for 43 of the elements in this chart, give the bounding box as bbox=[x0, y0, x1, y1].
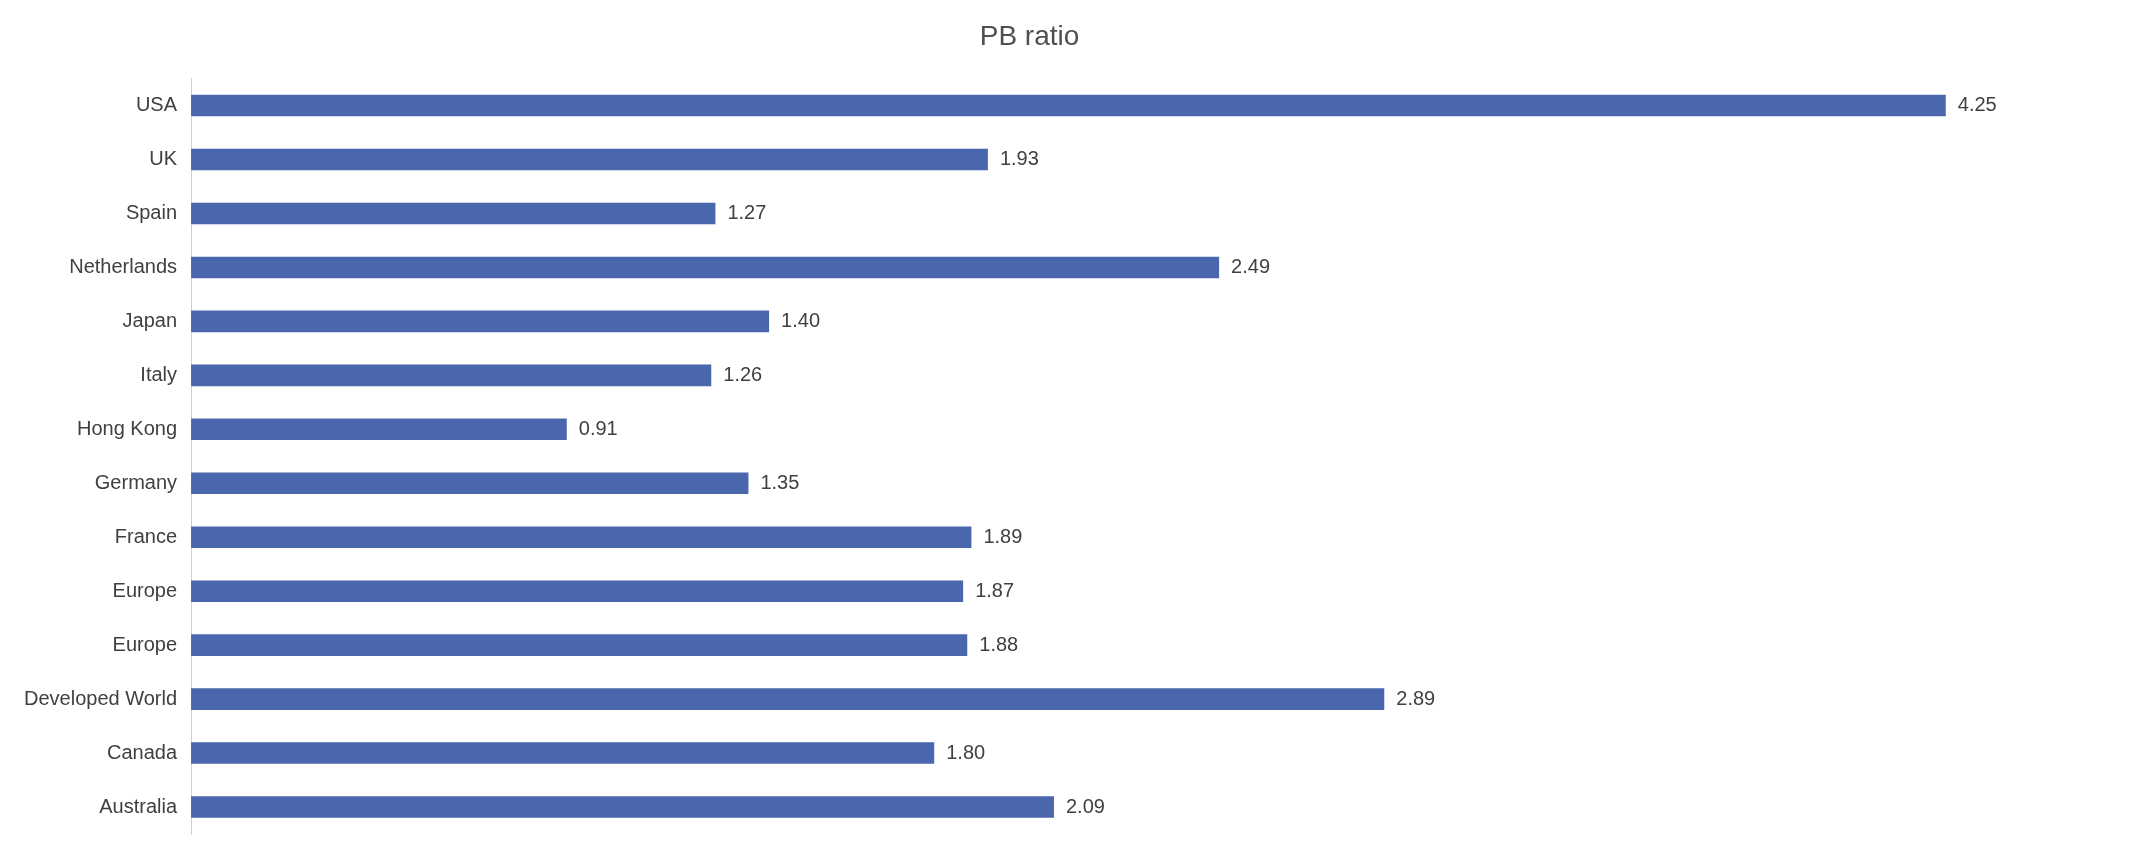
y-tick-label: Canada bbox=[106, 740, 178, 763]
y-tick-label: USA bbox=[135, 93, 178, 116]
bar bbox=[191, 742, 935, 764]
bar bbox=[191, 202, 716, 225]
bar bbox=[191, 796, 1054, 818]
data-label: 1.87 bbox=[975, 578, 1015, 601]
bar bbox=[191, 418, 567, 441]
data-label: 1.93 bbox=[999, 147, 1039, 170]
data-label: 1.40 bbox=[781, 308, 821, 331]
data-label: 1.26 bbox=[723, 362, 763, 385]
data-label: 1.27 bbox=[727, 201, 767, 224]
y-tick-label: Australia bbox=[99, 794, 178, 817]
data-label: 1.80 bbox=[946, 740, 986, 763]
bar bbox=[191, 526, 972, 549]
data-label: 2.49 bbox=[1231, 254, 1271, 277]
data-label: 0.91 bbox=[578, 416, 618, 439]
bar bbox=[191, 580, 964, 602]
bar bbox=[191, 148, 988, 171]
bar bbox=[191, 634, 968, 656]
bar bbox=[191, 310, 770, 333]
y-tick-label: Europe bbox=[112, 632, 178, 655]
bar bbox=[191, 94, 1946, 117]
y-tick-label: UK bbox=[149, 147, 178, 170]
data-label: 1.35 bbox=[760, 470, 800, 493]
data-label: 4.25 bbox=[1957, 93, 1997, 116]
y-tick-label: Germany bbox=[94, 470, 178, 493]
y-tick-label: France bbox=[114, 524, 178, 547]
chart-title: PB ratio bbox=[979, 19, 1080, 51]
y-tick-label: Spain bbox=[125, 201, 178, 224]
data-label: 2.09 bbox=[1065, 794, 1105, 817]
y-tick-label: Italy bbox=[140, 362, 178, 385]
y-tick-label: Hong Kong bbox=[76, 416, 178, 439]
bar bbox=[191, 256, 1220, 279]
data-label: 1.89 bbox=[983, 524, 1023, 547]
data-label: 1.88 bbox=[979, 632, 1019, 655]
y-tick-label: Japan bbox=[122, 308, 178, 331]
y-tick-label: Developed World bbox=[24, 686, 178, 709]
bar bbox=[191, 472, 749, 495]
y-tick-label: Netherlands bbox=[69, 254, 178, 277]
bar bbox=[191, 364, 712, 387]
data-label: 2.89 bbox=[1396, 686, 1436, 709]
bar bbox=[191, 688, 1385, 710]
y-tick-label: Europe bbox=[112, 578, 178, 601]
